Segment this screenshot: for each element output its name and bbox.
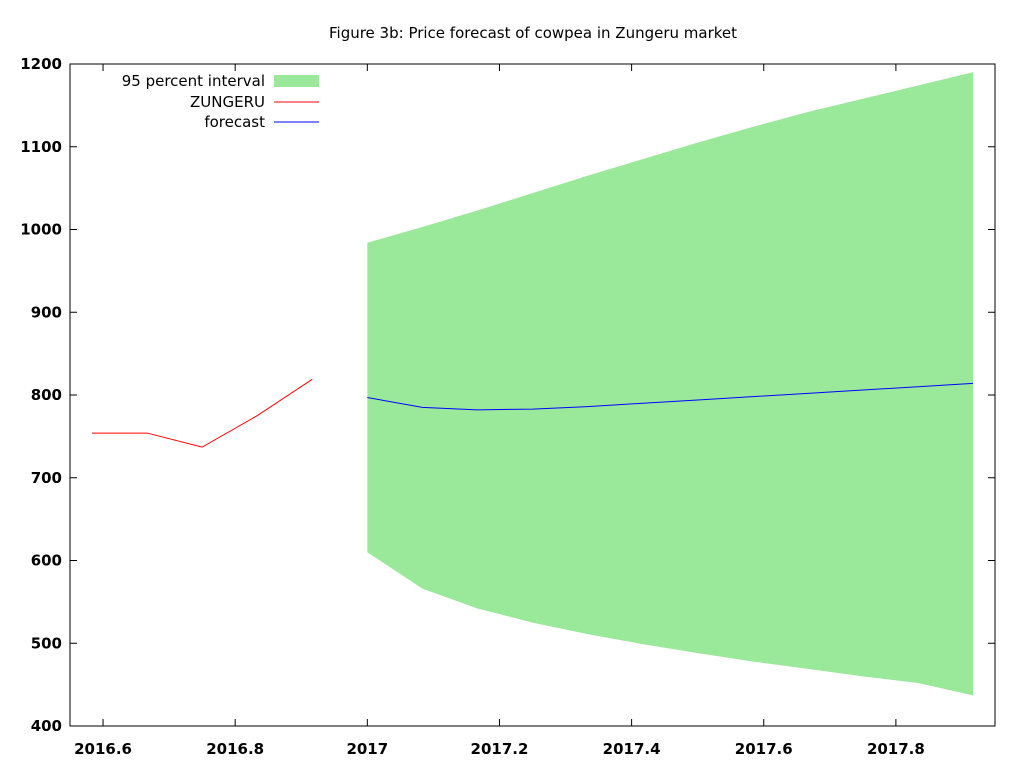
y-tick-label: 1200 bbox=[20, 55, 62, 73]
x-tick-label: 2016.8 bbox=[206, 740, 264, 758]
y-tick-label: 700 bbox=[31, 469, 62, 487]
zungeru-line bbox=[92, 378, 313, 448]
chart-title: Figure 3b: Price forecast of cowpea in Z… bbox=[329, 24, 737, 42]
legend-label: forecast bbox=[204, 113, 265, 131]
y-tick-label: 400 bbox=[31, 717, 62, 735]
x-tick-label: 2016.6 bbox=[74, 740, 132, 758]
x-tick-label: 2017.4 bbox=[603, 740, 661, 758]
legend-label: ZUNGERU bbox=[190, 93, 265, 111]
y-tick-label: 600 bbox=[31, 552, 62, 570]
y-tick-label: 500 bbox=[31, 634, 62, 652]
legend-swatch-band bbox=[274, 75, 319, 87]
tick-layer: 2016.6 2016.8 2017 2017.2 2017.4 2017.6 2017.8… bbox=[20, 55, 995, 758]
y-tick-label: 1100 bbox=[20, 138, 62, 156]
y-tick-label: 900 bbox=[31, 303, 62, 321]
x-tick-label: 2017.2 bbox=[471, 740, 529, 758]
interval-band bbox=[367, 72, 973, 696]
x-tick-label: 2017.6 bbox=[735, 740, 793, 758]
legend-label: 95 percent interval bbox=[122, 72, 265, 90]
forecast-line bbox=[367, 382, 974, 411]
y-tick-label: 1000 bbox=[20, 221, 62, 239]
x-tick-label: 2017.8 bbox=[867, 740, 925, 758]
interval-band-layer bbox=[367, 72, 973, 696]
series-layer bbox=[92, 378, 974, 448]
x-tick-label: 2017 bbox=[346, 740, 388, 758]
y-tick-label: 800 bbox=[31, 386, 62, 404]
legend: 95 percent interval ZUNGERU forecast bbox=[122, 72, 319, 131]
